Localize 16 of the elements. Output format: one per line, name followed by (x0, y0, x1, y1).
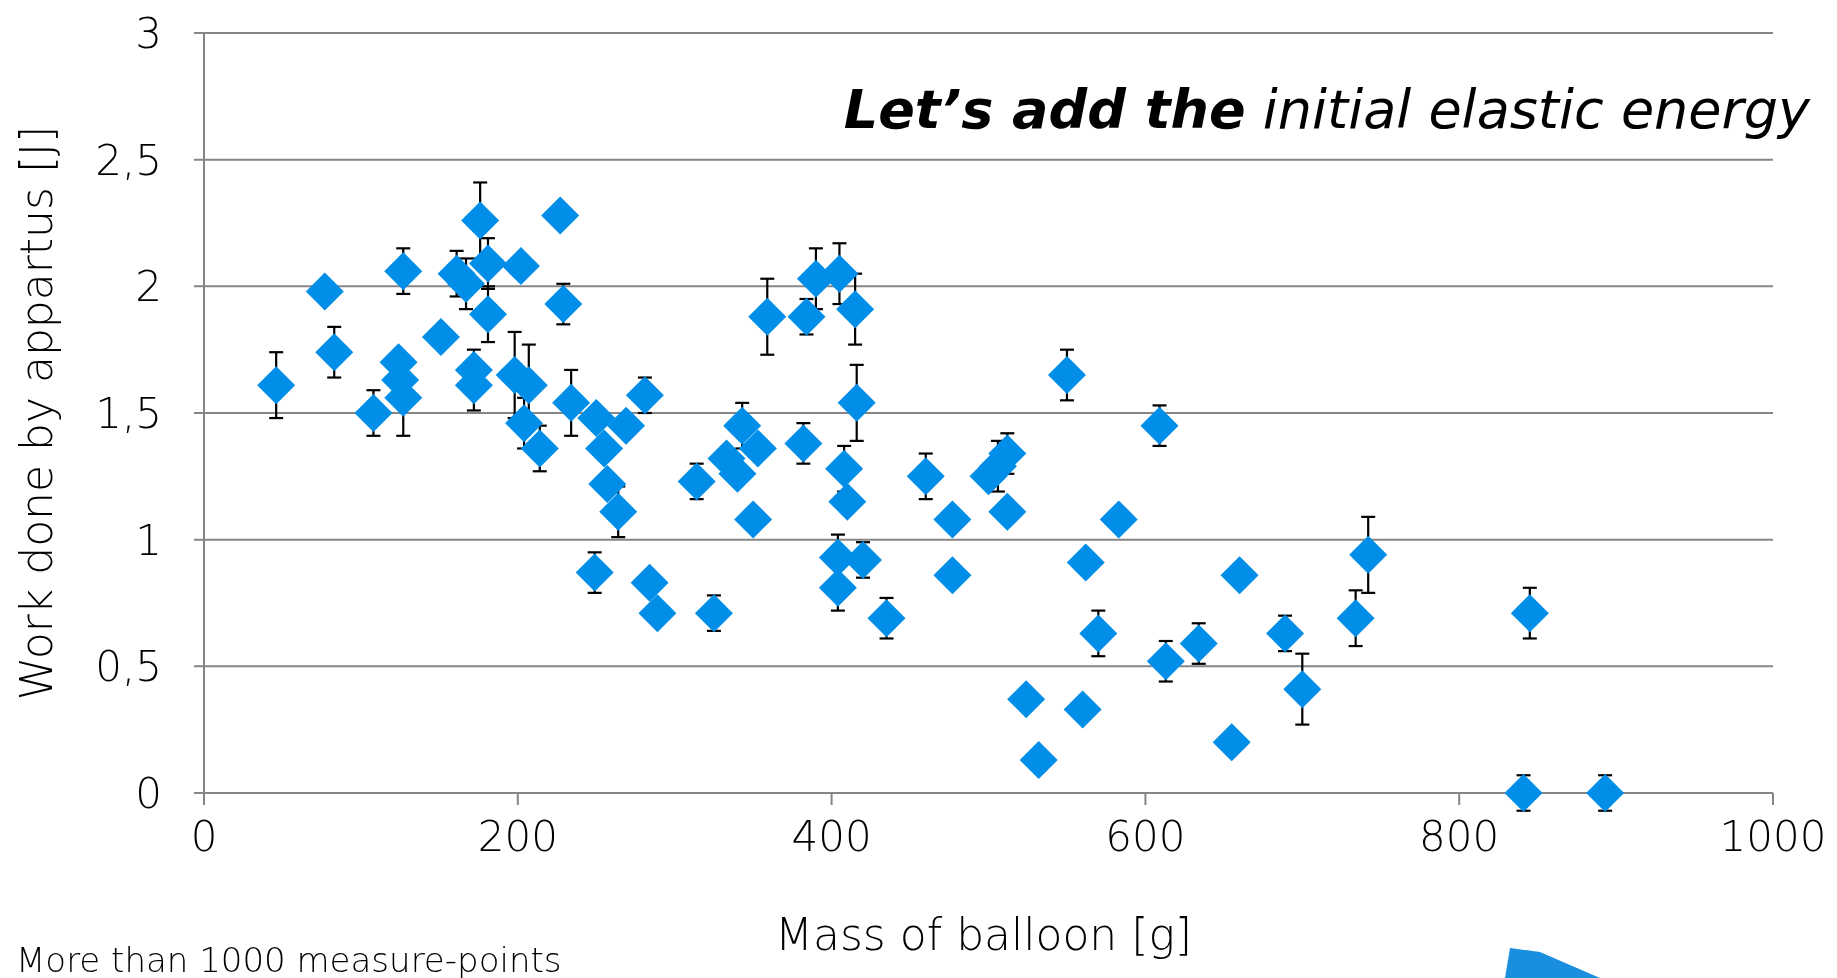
x-tick-label: 200 (477, 812, 558, 861)
x-tick-label: 600 (1105, 812, 1186, 861)
y-tick-label: 2,5 (95, 135, 162, 185)
text: Let’s add the initial elastic energy (843, 78, 1812, 141)
y-tick-label: 2 (135, 262, 162, 312)
x-tick-label: 1000 (1719, 812, 1827, 861)
y-tick-label: 1 (135, 515, 162, 565)
y-tick-label: 3 (135, 9, 162, 58)
y-axis-title: Work done by appartus [J] (11, 125, 62, 701)
y-tick-label: 1,5 (95, 389, 162, 438)
x-axis-title: Mass of balloon [g] (775, 909, 1192, 960)
y-tick-label: 0 (135, 769, 162, 818)
x-tick-label: 400 (791, 812, 872, 861)
x-tick-label: 0 (190, 812, 218, 861)
y-tick-label: 0,5 (95, 642, 162, 692)
x-tick-label: 800 (1419, 812, 1500, 861)
